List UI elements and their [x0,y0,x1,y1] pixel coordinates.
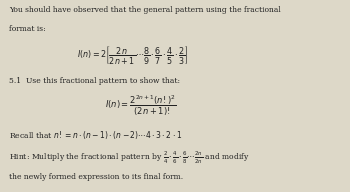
Text: $I(n) = \dfrac{2^{2n+1}(n!)^2}{(2n+1)!}$: $I(n) = \dfrac{2^{2n+1}(n!)^2}{(2n+1)!}$ [105,94,176,118]
Text: Recall that $n! = n\cdot(n-1)\cdot(n-2)\cdots4\cdot3\cdot2\cdot1$: Recall that $n! = n\cdot(n-1)\cdot(n-2)\… [9,129,182,141]
Text: the newly formed expression to its final form.: the newly formed expression to its final… [9,173,183,181]
Text: $I(n) = 2\left[\dfrac{2n}{2n+1}\cdots\dfrac{8}{9}\cdot\dfrac{6}{7}\cdot\dfrac{4}: $I(n) = 2\left[\dfrac{2n}{2n+1}\cdots\df… [77,44,188,66]
Text: You should have observed that the general pattern using the fractional: You should have observed that the genera… [9,6,280,14]
Text: 5.1  Use this fractional pattern to show that:: 5.1 Use this fractional pattern to show … [9,77,180,85]
Text: Hint: Multiply the fractional pattern by $\frac{2}{4}\cdot\frac{4}{6}\cdot\frac{: Hint: Multiply the fractional pattern by… [9,150,250,166]
Text: format is:: format is: [9,25,46,33]
